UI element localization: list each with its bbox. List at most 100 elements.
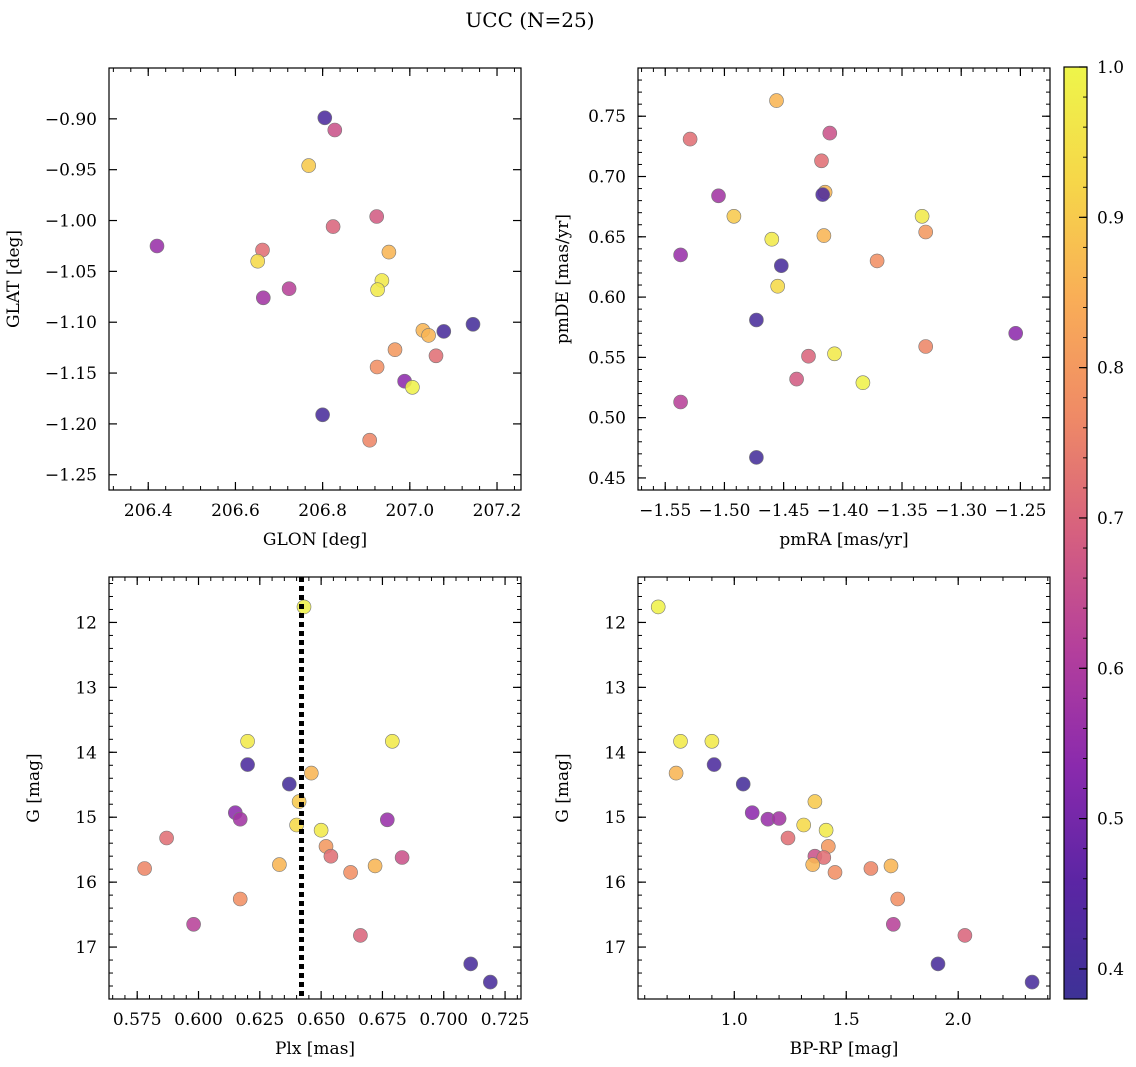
- y-tick-label: 0.75: [588, 107, 626, 127]
- y-tick-label: 13: [604, 678, 626, 698]
- scatter-point: [816, 850, 832, 865]
- scatter-point: [682, 131, 698, 147]
- x-tick-label: 0.675: [358, 1010, 407, 1030]
- scatter-point: [918, 339, 934, 354]
- scatter-points: [149, 110, 481, 448]
- scatter-point: [807, 794, 823, 809]
- scatter-point: [159, 830, 174, 846]
- x-tick-label: −1.30: [935, 501, 987, 521]
- scatter-point: [773, 258, 789, 274]
- scatter-point: [362, 432, 378, 448]
- scatter-point: [387, 342, 403, 358]
- panels: 206.4 206.6 206.8 207.0 207.2 −0.90 −0.95 −1.00…: [4, 67, 1051, 1059]
- y-tick-label: 0.60: [588, 288, 626, 308]
- axes-frame: [637, 67, 1051, 491]
- axes-frame: [108, 67, 522, 491]
- y-tick-label: −0.90: [45, 110, 97, 130]
- scatter-point: [789, 371, 804, 387]
- y-tick-label: 14: [604, 743, 626, 763]
- figure-title: UCC (N=25): [465, 8, 594, 32]
- scatter-point: [801, 348, 816, 364]
- scatter-point: [369, 209, 385, 224]
- colorbar-tick-label: 0.6: [1097, 659, 1124, 679]
- scatter-point: [706, 757, 722, 772]
- x-tick-label: 0.600: [174, 1010, 223, 1030]
- colorbar-gradient: [1063, 66, 1088, 1000]
- x-axis-label: pmRA [mas/yr]: [779, 530, 908, 550]
- y-axis-label: G [mag]: [24, 753, 44, 822]
- scatter-point: [827, 865, 843, 880]
- scatter-point: [914, 209, 930, 224]
- ticks: [638, 577, 1050, 1000]
- y-tick-label: 17: [75, 938, 97, 958]
- scatter-point: [272, 857, 287, 872]
- scatter-point: [769, 93, 784, 108]
- scatter-point: [749, 312, 764, 328]
- x-tick-label: 206.6: [211, 501, 260, 521]
- scatter-point: [232, 811, 248, 827]
- scatter-point: [711, 188, 726, 204]
- scatter-point: [353, 928, 368, 943]
- scatter-point: [405, 379, 420, 395]
- y-axis-label: G [mag]: [553, 753, 573, 822]
- y-tick-label: 0.70: [588, 168, 626, 188]
- scatter-point: [770, 278, 786, 294]
- x-tick-label: 206.8: [298, 501, 347, 521]
- x-axis-label: Plx [mas]: [275, 1039, 355, 1059]
- scatter-point: [482, 974, 498, 990]
- scatter-point: [816, 228, 832, 243]
- scatter-point: [394, 850, 410, 865]
- scatter-point: [673, 394, 688, 410]
- scatter-point: [822, 125, 838, 141]
- x-tick-label: −1.55: [639, 501, 691, 521]
- scatter-point: [930, 956, 946, 972]
- y-tick-label: −1.10: [45, 313, 97, 333]
- scatter-point: [735, 776, 751, 792]
- x-tick-label: 207.0: [385, 501, 434, 521]
- y-tick-label: 0.55: [588, 348, 626, 368]
- scatter-point: [370, 282, 385, 298]
- scatter-point: [918, 224, 934, 240]
- scatter-point: [250, 253, 266, 269]
- y-tick-label: 0.45: [588, 469, 626, 489]
- scatter-point: [744, 805, 760, 821]
- scatter-point: [704, 733, 720, 749]
- scatter-point: [818, 822, 834, 838]
- x-tick-label: 0.625: [235, 1010, 284, 1030]
- scatter-point: [379, 812, 395, 828]
- scatter-point: [764, 231, 780, 247]
- scatter-point: [384, 733, 400, 749]
- scatter-point: [327, 122, 343, 138]
- scatter-point: [650, 599, 666, 615]
- y-tick-label: 15: [604, 808, 626, 828]
- y-tick-label: −0.95: [45, 161, 97, 181]
- scatter-point: [317, 110, 333, 126]
- scatter-point: [323, 848, 339, 864]
- scatter-point: [815, 187, 831, 202]
- panel-top-right: −1.55 −1.50 −1.45 −1.40 −1.35 −1.30 −1.25 0.45 0…: [553, 67, 1051, 550]
- scatter-point: [240, 733, 255, 749]
- axes-frame: [108, 576, 522, 1000]
- ticks: [109, 577, 521, 1000]
- scatter-point: [463, 956, 479, 972]
- y-tick-label: 16: [75, 873, 97, 893]
- scatter-point: [281, 281, 297, 297]
- y-tick-label: −1.20: [45, 415, 97, 435]
- y-tick-label: 14: [75, 743, 97, 763]
- x-tick-label: −1.35: [876, 501, 928, 521]
- scatter-point: [805, 857, 821, 872]
- y-tick-label: 13: [75, 678, 97, 698]
- scatter-point: [780, 830, 796, 846]
- x-tick-label: −1.50: [698, 501, 750, 521]
- colorbar-tick-label: 0.4: [1097, 960, 1124, 980]
- colorbar-tick-label: 0.5: [1097, 810, 1124, 830]
- x-axis-label: GLON [deg]: [263, 530, 367, 550]
- scatter-point: [726, 209, 742, 224]
- x-axis-label: BP-RP [mag]: [790, 1039, 899, 1059]
- scatter-point: [367, 858, 383, 874]
- colorbar-tick-label: 0.9: [1097, 208, 1124, 228]
- scatter-point: [232, 891, 248, 907]
- scatter-point: [325, 219, 341, 234]
- scatter-point: [883, 858, 899, 874]
